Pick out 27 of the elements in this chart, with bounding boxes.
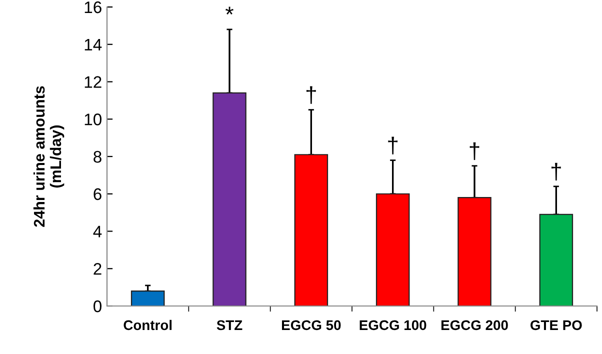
bar (458, 197, 492, 306)
y-axis-title: 24hr urine amounts (mL/day) (33, 86, 64, 227)
y-tick-label: 2 (94, 263, 102, 275)
bar (376, 193, 410, 306)
annotation: * (226, 6, 234, 15)
x-tick-label: GTE PO (530, 320, 582, 330)
annotation: † (388, 136, 398, 154)
y-tick-label: 8 (94, 150, 102, 163)
y-tick-label: 6 (94, 188, 102, 200)
y-tick-label: 0 (94, 300, 102, 312)
y-tick-label: 10 (84, 114, 102, 126)
bar (539, 214, 574, 306)
bar (294, 154, 328, 306)
bar (212, 92, 246, 306)
y-tick-label: 14 (84, 38, 102, 50)
x-tick-label: STZ (216, 320, 242, 330)
x-tick-label: EGCG 100 (360, 320, 426, 330)
bar (130, 290, 165, 306)
y-tick-label: 12 (84, 76, 102, 88)
annotation: † (470, 142, 480, 160)
x-tick-label: Control (124, 320, 172, 330)
annotation: † (306, 86, 316, 104)
annotation: † (551, 162, 561, 181)
y-tick-label: 16 (84, 1, 102, 14)
x-tick-label: EGCG 50 (282, 320, 341, 330)
x-tick-label: EGCG 200 (441, 320, 508, 330)
y-tick-label: 4 (93, 226, 102, 238)
